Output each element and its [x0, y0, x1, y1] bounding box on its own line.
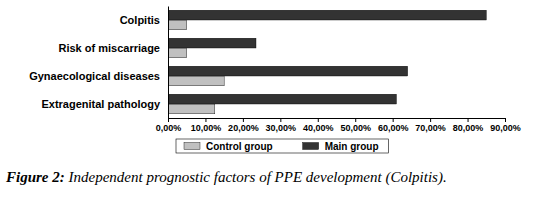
x-tick-label: 30,00% [266, 123, 297, 133]
x-tick-mark [168, 118, 169, 122]
category-label: Risk of miscarriage [59, 42, 161, 54]
x-tick: 60,00% [378, 118, 409, 133]
x-tick: 90,00% [490, 118, 521, 133]
bar [168, 104, 215, 114]
bars [168, 10, 486, 114]
x-tick-mark [243, 118, 244, 122]
category-label: Colpitis [120, 14, 160, 26]
y-axis-line [168, 7, 169, 119]
chart: 0,00% 10,00% 20,00% 30,00% 40,00% 50,00% 60,00… [0, 0, 534, 218]
bar [168, 66, 408, 76]
x-tick: 70,00% [415, 118, 446, 133]
x-tick-mark [468, 118, 469, 122]
y-tick: Extragenital pathology [41, 98, 160, 110]
x-tick: 0,00% [156, 118, 182, 133]
bar [168, 76, 224, 86]
bar [168, 20, 187, 30]
category-label: Extragenital pathology [41, 98, 160, 110]
x-axis-line [169, 119, 506, 123]
legend-swatch [303, 143, 319, 150]
x-tick: 50,00% [340, 118, 371, 133]
x-tick-label: 40,00% [303, 123, 334, 133]
legend-swatch [184, 143, 200, 150]
x-tick-mark [505, 118, 506, 122]
x-tick-label: 50,00% [340, 123, 371, 133]
x-tick-label: 10,00% [191, 123, 222, 133]
x-tick-mark [280, 118, 281, 122]
caption: Figure 2: Independent prognostic factors… [5, 169, 447, 186]
x-tick-label: 70,00% [415, 123, 446, 133]
bar [168, 48, 187, 58]
x-tick-mark [205, 118, 206, 122]
x-tick-label: 90,00% [490, 123, 521, 133]
legend-box [176, 139, 389, 153]
x-tick-mark [430, 118, 431, 122]
x-tick-mark [355, 118, 356, 122]
x-tick: 20,00% [228, 118, 259, 133]
x-tick: 30,00% [266, 118, 297, 133]
bar [168, 10, 486, 20]
x-tick: 40,00% [303, 118, 334, 133]
y-tick: Gynaecological diseases [29, 70, 160, 82]
x-tick: 80,00% [453, 118, 484, 133]
y-tick: Colpitis [120, 14, 160, 26]
x-tick-label: 80,00% [453, 123, 484, 133]
x-tick-mark [393, 118, 394, 122]
x-tick-mark [318, 118, 319, 122]
legend-label: Control group [206, 141, 273, 152]
y-axis: Colpitis Risk of miscarriage Gynaecologica… [29, 7, 168, 119]
legend: Control group Main group [176, 139, 389, 153]
bar [168, 94, 396, 104]
legend-label: Main group [325, 141, 379, 152]
x-axis: 0,00% 10,00% 20,00% 30,00% 40,00% 50,00% 60,00… [156, 118, 521, 133]
category-label: Gynaecological diseases [29, 70, 160, 82]
bar [168, 38, 256, 48]
y-tick: Risk of miscarriage [59, 42, 161, 54]
x-tick-label: 20,00% [228, 123, 259, 133]
x-tick-label: 60,00% [378, 123, 409, 133]
x-tick: 10,00% [191, 118, 222, 133]
x-tick-label: 0,00% [156, 123, 182, 133]
